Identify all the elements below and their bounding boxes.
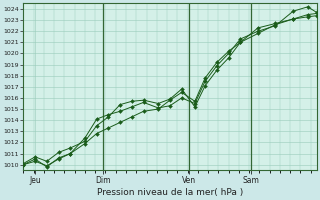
X-axis label: Pression niveau de la mer( hPa ): Pression niveau de la mer( hPa ): [97, 188, 243, 197]
